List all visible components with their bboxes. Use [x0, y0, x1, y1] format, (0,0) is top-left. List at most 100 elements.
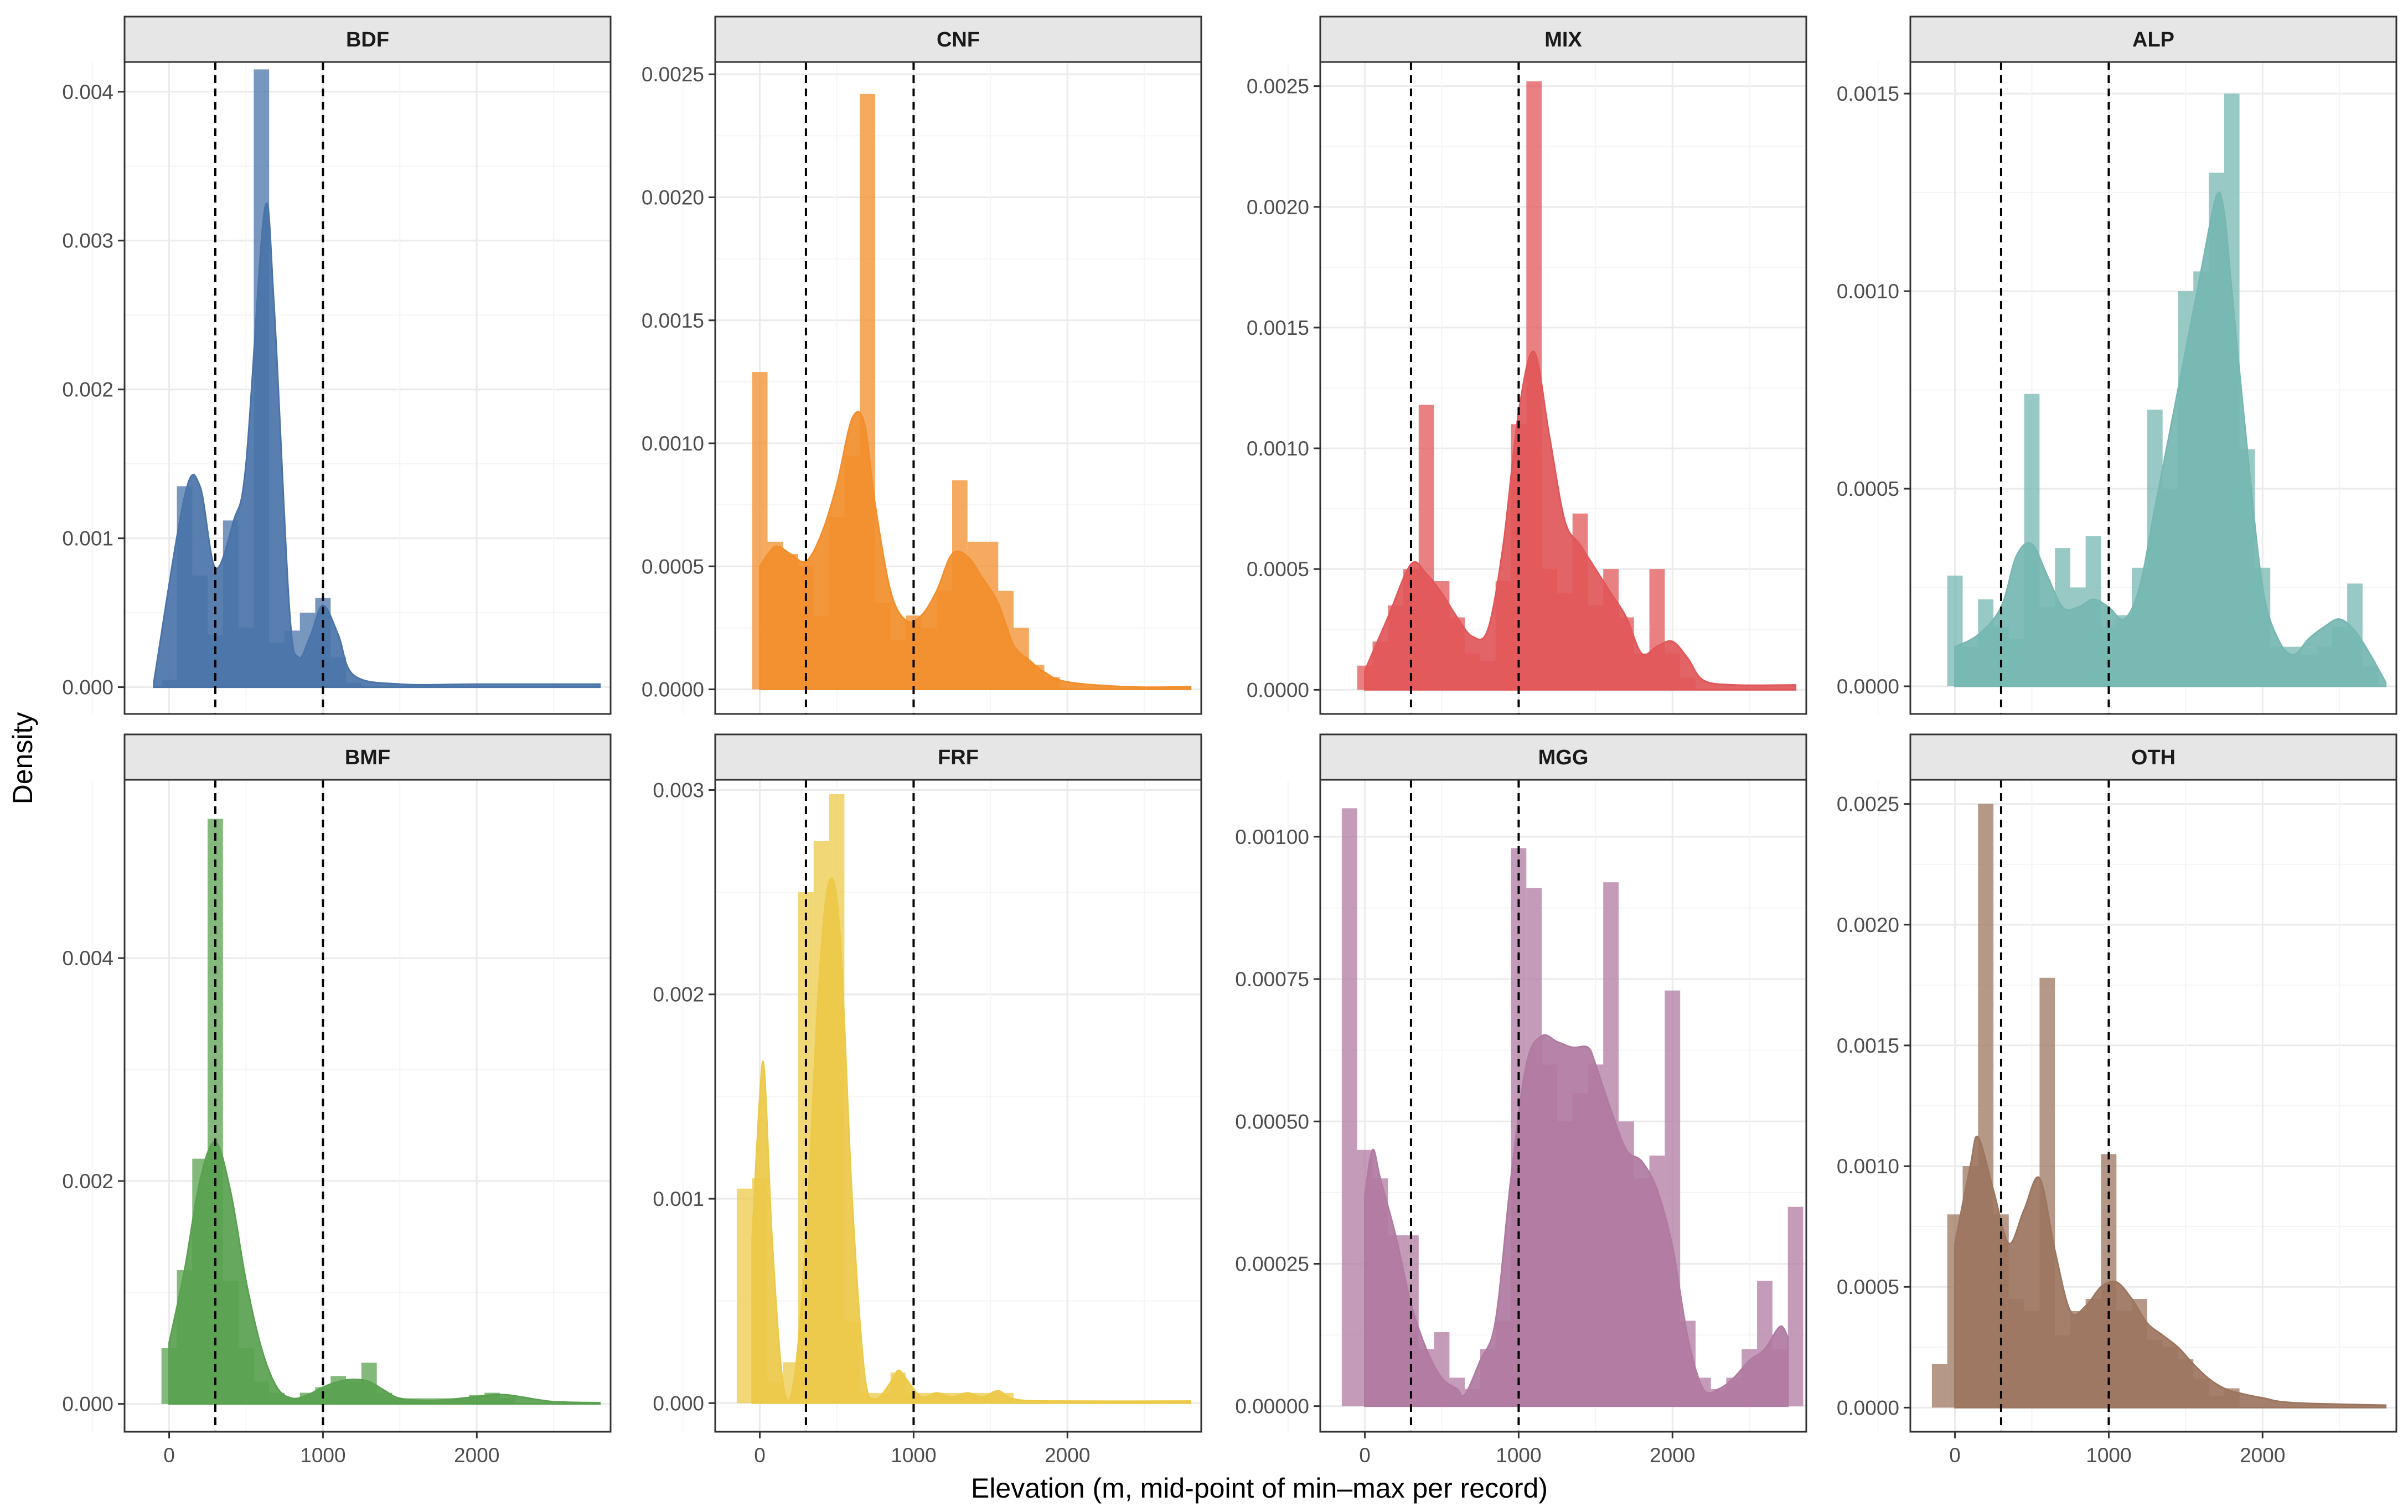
y-tick-label: 0.0025	[642, 63, 704, 86]
y-tick-label: 0.0000	[1247, 679, 1309, 701]
y-tick-label: 0.0020	[642, 186, 704, 209]
panel-cnf: CNF 0.0000 0.0005 0.0010 0.0015 0.0020 0.0025	[642, 15, 1202, 715]
density-area	[1954, 191, 2387, 687]
panel-background	[715, 780, 1201, 1432]
x-tick-label: 1000	[891, 1444, 936, 1467]
y-tick-label: 0.0005	[1837, 478, 1899, 500]
y-tick-label: 0.0005	[642, 555, 704, 578]
density-area	[751, 877, 1192, 1404]
facet-strip-label: BMF	[345, 746, 390, 769]
panel-frf: FRF 0.000 0.001 0.002 0.003 0 1000 2000	[653, 733, 1202, 1467]
density-area	[1954, 1136, 2387, 1409]
y-tick-label: 0.0025	[1837, 793, 1899, 816]
y-tick-label: 0.0000	[1837, 675, 1899, 698]
x-tick-label: 1000	[1496, 1444, 1541, 1467]
y-tick-label: 0.0005	[1247, 558, 1309, 581]
x-tick-label: 2000	[1045, 1444, 1090, 1467]
x-tick-label: 0	[1359, 1444, 1371, 1467]
histogram-bar	[1787, 1207, 1804, 1406]
x-tick-label: 0	[1949, 1444, 1961, 1467]
y-tick-label: 0.001	[653, 1188, 704, 1210]
y-axis: 0.00000 0.00025 0.00050 0.00075 0.00100	[1235, 826, 1320, 1418]
facet-strip-label: OTH	[2131, 746, 2176, 769]
y-axis: 0.000 0.002 0.004	[62, 947, 125, 1416]
panel-bmf: BMF 0.000 0.002 0.004 0 1000 2000	[62, 733, 612, 1467]
y-tick-label: 0.00075	[1235, 968, 1309, 991]
y-axis-title: Density	[7, 712, 38, 805]
x-tick-label: 0	[754, 1444, 766, 1467]
y-tick-label: 0.002	[62, 1170, 113, 1193]
density-area	[1364, 1034, 1789, 1407]
y-tick-label: 0.004	[62, 947, 113, 970]
panel-mgg: MGG 0.00000 0.00025 0.00050 0.00075 0.00100 0 1…	[1235, 733, 1807, 1467]
x-tick-label: 0	[163, 1444, 175, 1467]
y-tick-label: 0.002	[653, 983, 704, 1006]
y-tick-label: 0.000	[62, 1393, 113, 1416]
facet-strip	[1319, 15, 1807, 63]
x-axis: 0 1000 2000	[1949, 1432, 2285, 1467]
facet-strip	[1909, 15, 2397, 63]
x-tick-label: 2000	[454, 1444, 499, 1467]
facet-strip-label: FRF	[938, 746, 979, 769]
facet-strip	[714, 733, 1202, 781]
facet-strip-label: BDF	[346, 28, 389, 51]
y-tick-label: 0.0000	[1837, 1396, 1899, 1419]
facet-strip-label: MGG	[1538, 746, 1589, 769]
y-tick-label: 0.0010	[1837, 1155, 1899, 1178]
y-tick-label: 0.0010	[1247, 437, 1309, 460]
y-tick-label: 0.000	[62, 676, 113, 699]
facet-strip	[714, 15, 1202, 63]
density-area	[1364, 350, 1797, 691]
x-axis: 0 1000 2000	[754, 1432, 1090, 1467]
y-tick-label: 0.0015	[1837, 82, 1899, 105]
histogram-bar	[736, 1188, 752, 1404]
y-tick-label: 0.0010	[642, 432, 704, 455]
y-axis: 0.000 0.001 0.002 0.003 0.004	[62, 81, 125, 699]
panel-oth: OTH0.00000.00050.00100.00150.00200.00250…	[1837, 733, 2397, 1467]
y-tick-label: 0.0005	[1837, 1276, 1899, 1298]
y-tick-label: 0.0015	[642, 309, 704, 332]
facet-strip-label: MIX	[1544, 28, 1582, 51]
y-axis: 0.000 0.001 0.002 0.003	[653, 779, 715, 1415]
y-tick-label: 0.001	[62, 527, 113, 550]
y-tick-label: 0.002	[62, 379, 113, 401]
y-tick-label: 0.00100	[1235, 826, 1309, 848]
facet-strip	[1909, 733, 2397, 781]
y-tick-label: 0.0015	[1837, 1034, 1899, 1057]
y-axis: 0.0000 0.0005 0.0010 0.0015 0.0020 0.0025	[1837, 793, 1910, 1419]
y-tick-label: 0.00025	[1235, 1252, 1309, 1275]
y-tick-label: 0.0020	[1837, 914, 1899, 936]
x-tick-label: 2000	[2240, 1444, 2285, 1467]
panel-bdf: BDF 0.000 0.001 0.002 0.003 0.004	[62, 15, 612, 715]
histogram-bar	[1931, 1364, 1947, 1408]
y-tick-label: 0.0025	[1247, 75, 1309, 98]
facet-strip-label: CNF	[937, 28, 980, 51]
x-tick-label: 2000	[1650, 1444, 1695, 1467]
y-tick-label: 0.0000	[642, 679, 704, 701]
x-axis-title: Elevation (m, mid-point of min–max per r…	[971, 1473, 1548, 1504]
density-area	[153, 202, 601, 688]
y-tick-label: 0.004	[62, 81, 113, 103]
y-tick-label: 0.0020	[1247, 196, 1309, 219]
y-tick-label: 0.00000	[1235, 1395, 1309, 1418]
facet-strip	[1319, 733, 1807, 781]
y-axis: 0.0000 0.0005 0.0010 0.0015	[1837, 82, 1910, 698]
y-axis: 0.0000 0.0005 0.0010 0.0015 0.0020 0.0025	[1247, 75, 1320, 701]
panel-alp: ALP 0.0000 0.0005 0.0010 0.0015	[1837, 15, 2397, 715]
x-tick-label: 1000	[300, 1444, 345, 1467]
histogram-bar	[1341, 808, 1357, 1406]
x-axis: 0 1000 2000	[163, 1432, 499, 1467]
y-tick-label: 0.0015	[1247, 317, 1309, 339]
panel-mix: MIX 0.0000 0.0005 0.0010 0.0015 0.0020 0.0025	[1247, 15, 1807, 715]
y-tick-label: 0.003	[653, 779, 704, 801]
y-axis: 0.0000 0.0005 0.0010 0.0015 0.0020 0.0025	[642, 63, 715, 701]
x-axis: 0 1000 2000	[1359, 1432, 1695, 1467]
x-tick-label: 1000	[2086, 1444, 2131, 1467]
y-tick-label: 0.000	[653, 1392, 704, 1415]
y-tick-label: 0.003	[62, 230, 113, 252]
panels: BDF0.0000.0010.0020.0030.004CNF0.00000.0…	[62, 15, 2397, 1467]
facet-strip-label: ALP	[2132, 28, 2174, 51]
facet-strip	[123, 15, 612, 63]
y-tick-label: 0.0010	[1837, 280, 1899, 303]
